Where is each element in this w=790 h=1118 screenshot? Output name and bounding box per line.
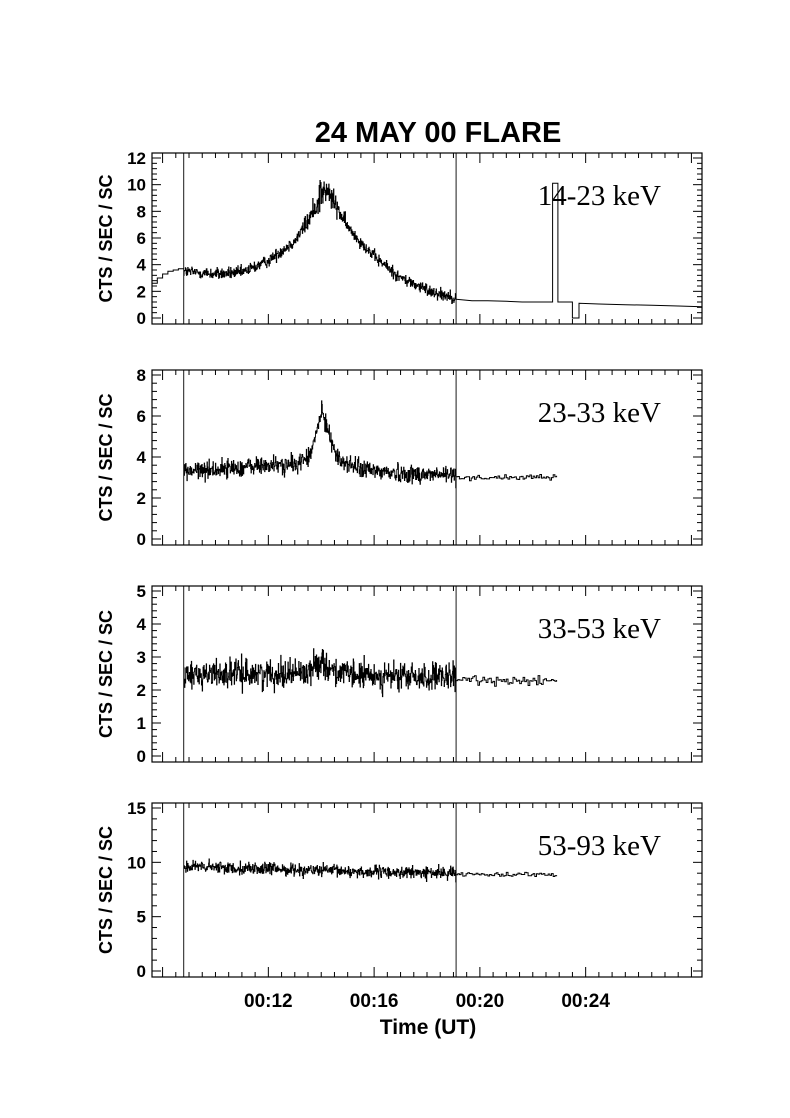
y-tick-label: 4 xyxy=(137,256,147,275)
y-tick-label: 6 xyxy=(137,407,146,426)
light-curve xyxy=(183,180,457,304)
energy-band-label: 33-53 keV xyxy=(538,613,661,645)
y-tick-label: 15 xyxy=(127,799,146,818)
figure-title: 24 MAY 00 FLARE xyxy=(315,117,562,149)
light-curve-post xyxy=(456,182,703,319)
y-tick-label: 8 xyxy=(137,366,146,385)
y-tick-label: 1 xyxy=(137,714,146,733)
y-tick-label: 4 xyxy=(137,615,147,634)
y-tick-label: 10 xyxy=(127,853,146,872)
y-axis-label: CTS / SEC / SC xyxy=(96,174,116,302)
x-tick-labels: 00:12 00:16 00:20 00:24 xyxy=(244,991,610,1012)
y-tick-label: 12 xyxy=(127,149,146,168)
x-axis-label: Time (UT) xyxy=(380,1016,476,1039)
plot-frame xyxy=(151,152,703,325)
y-tick-label: 4 xyxy=(137,448,147,467)
energy-band-label: 53-93 keV xyxy=(538,830,661,862)
light-curve-post xyxy=(456,871,558,877)
y-tick-label: 2 xyxy=(137,282,146,301)
y-axis-label: CTS / SEC / SC xyxy=(96,826,116,954)
y-tick-label: 2 xyxy=(137,489,146,508)
x-tick-label: 00:24 xyxy=(561,991,610,1012)
x-tick-label: 00:12 xyxy=(244,991,293,1012)
light-curve-post xyxy=(456,675,558,687)
y-tick-label: 8 xyxy=(137,202,146,221)
x-tick-label: 00:16 xyxy=(350,991,399,1012)
y-tick-label: 0 xyxy=(137,309,146,328)
light-curve-pre xyxy=(152,268,184,284)
y-tick-label: 0 xyxy=(137,530,146,549)
y-tick-label: 2 xyxy=(137,681,146,700)
light-curve-post xyxy=(456,474,558,482)
energy-band-label: 23-33 keV xyxy=(538,397,661,429)
y-tick-label: 0 xyxy=(137,747,146,766)
energy-band-label: 14-23 keV xyxy=(538,180,661,212)
y-tick-label: 10 xyxy=(127,176,146,195)
light-curve xyxy=(183,858,457,883)
x-tick-label: 00:20 xyxy=(456,991,505,1012)
y-axis-label: CTS / SEC / SC xyxy=(96,393,116,521)
y-axis-label: CTS / SEC / SC xyxy=(96,610,116,738)
y-tick-label: 5 xyxy=(137,582,146,601)
y-tick-label: 6 xyxy=(137,229,146,248)
panel-33-53kev: 0 1 2 3 4 5 CTS / SEC / SC 33-53 keV xyxy=(96,582,703,766)
y-tick-label: 5 xyxy=(137,908,146,927)
panel-14-23kev: 0 2 4 6 8 10 12 CTS / SEC / SC 14-23 keV xyxy=(96,149,703,328)
panel-53-93kev: 0 5 10 15 CTS / SEC / SC 53-93 keV xyxy=(96,799,703,981)
light-curve xyxy=(183,400,457,489)
y-tick-label: 3 xyxy=(137,648,146,667)
light-curve xyxy=(183,648,457,698)
panel-23-33kev: 0 2 4 6 8 CTS / SEC / SC 23-33 keV xyxy=(96,366,703,549)
y-tick-label: 0 xyxy=(137,962,146,981)
